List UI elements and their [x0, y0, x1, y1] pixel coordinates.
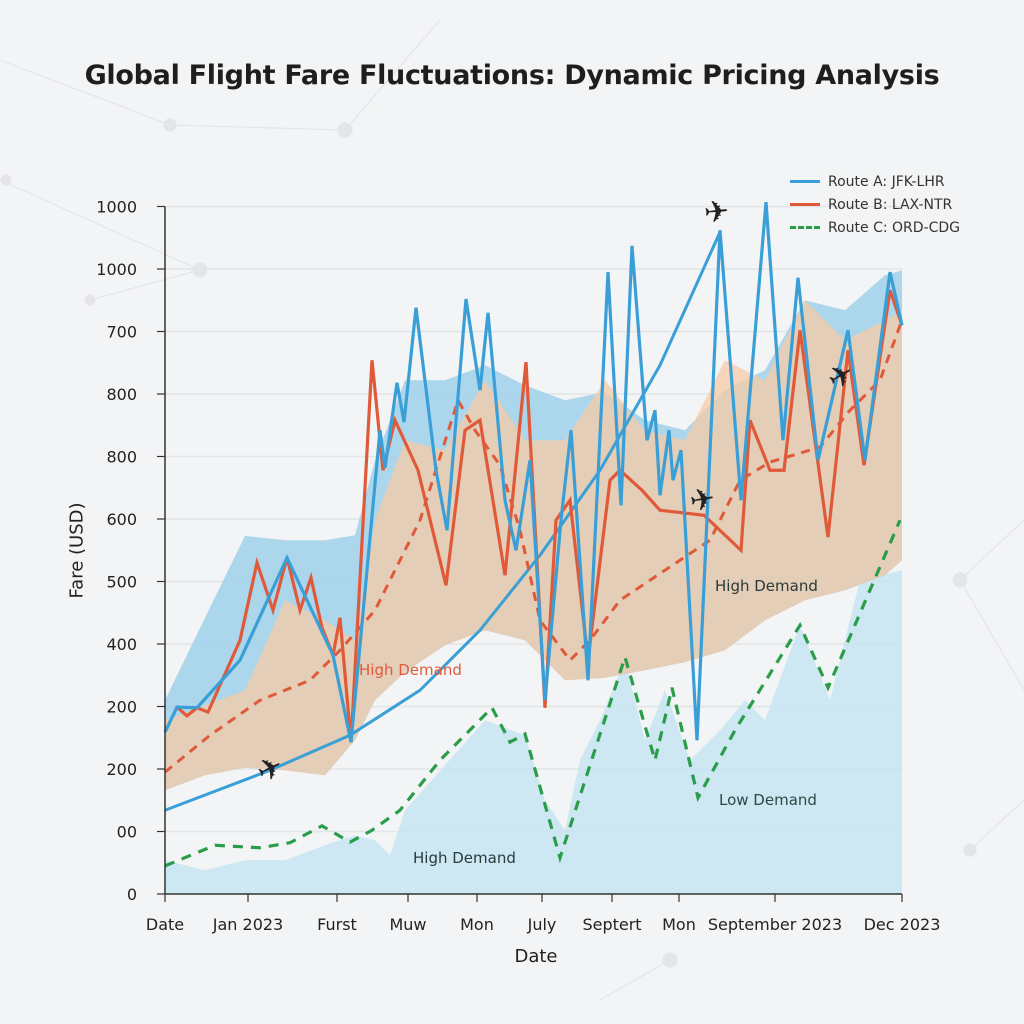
- y-tick-label: 400: [106, 635, 137, 654]
- legend-swatch-route-c: [790, 226, 820, 229]
- annotation-low-demand: Low Demand: [719, 791, 817, 809]
- annotation-high-demand: High Demand: [359, 661, 462, 679]
- y-tick-label: 800: [106, 385, 137, 404]
- x-tick-label: Date: [146, 915, 184, 934]
- y-tick-label: 200: [106, 698, 137, 717]
- trend-line-route-a: [164, 231, 722, 812]
- y-axis-title: Fare (USD): [66, 502, 88, 599]
- x-tick-label: Muw: [389, 915, 426, 934]
- legend-item-route-c[interactable]: Route C: ORD-CDG: [790, 216, 960, 239]
- legend-swatch-route-a: [790, 180, 820, 183]
- legend: Route A: JFK-LHR Route B: LAX-NTR Route …: [790, 170, 960, 239]
- x-tick-label: July: [527, 915, 557, 934]
- legend-item-route-b[interactable]: Route B: LAX-NTR: [790, 193, 960, 216]
- x-tick-label: Dec 2023: [864, 915, 941, 934]
- y-tick-label: 1000: [96, 260, 137, 279]
- y-tick-label: 600: [106, 510, 137, 529]
- y-tick-label: 200: [106, 760, 137, 779]
- range-band-route-c: [165, 570, 902, 894]
- x-tick-label: Mon: [460, 915, 494, 934]
- y-tick-label: 00: [117, 823, 137, 842]
- y-tick-label: 500: [106, 573, 137, 592]
- y-tick-label: 700: [106, 323, 137, 342]
- y-tick-label: 0: [127, 885, 137, 904]
- x-tick-label: Furst: [317, 915, 357, 934]
- x-tick-label: Septert: [582, 915, 641, 934]
- legend-swatch-route-b: [790, 203, 820, 206]
- series-lines: [163, 201, 904, 868]
- x-tick-label: Mon: [662, 915, 696, 934]
- y-tick-label: 1000: [96, 198, 137, 217]
- legend-label: Route B: LAX-NTR: [828, 196, 953, 213]
- x-tick-label: Jan 2023: [212, 915, 283, 934]
- y-tick-label: 800: [106, 448, 137, 467]
- series-line-route-a: [163, 201, 904, 743]
- x-axis-title: Date: [514, 946, 558, 967]
- annotation-high-demand: High Demand: [715, 577, 818, 595]
- legend-label: Route A: JFK-LHR: [828, 173, 945, 190]
- range-band-route-b: [165, 300, 902, 791]
- annotation-high-demand: High Demand: [413, 849, 516, 867]
- legend-item-route-a[interactable]: Route A: JFK-LHR: [790, 170, 960, 193]
- airplane-icon: ✈: [702, 193, 731, 232]
- legend-label: Route C: ORD-CDG: [828, 219, 961, 236]
- background-network: [0, 19, 1024, 1001]
- x-tick-label: September 2023: [708, 915, 842, 934]
- airplane-icon: ✈: [687, 481, 718, 520]
- chart-title: Global Flight Fare Fluctuations: Dynamic…: [84, 60, 940, 91]
